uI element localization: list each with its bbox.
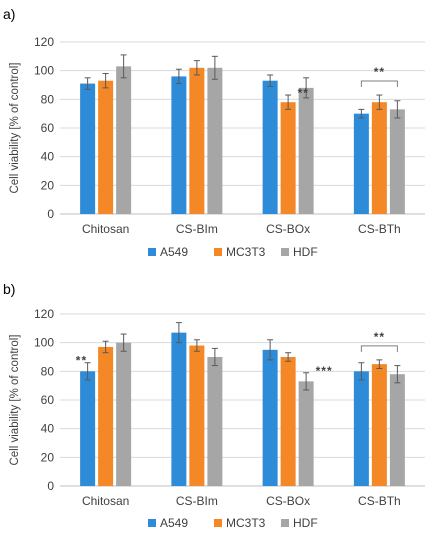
y-tick-label: 0	[47, 207, 54, 221]
bar-a549-cs-box	[262, 80, 278, 214]
x-category-label: CS-BIm	[176, 494, 218, 508]
significance-label: **	[374, 65, 385, 79]
legend-swatch-mc3t3	[214, 248, 222, 256]
y-tick-label: 80	[41, 92, 55, 106]
significance-bracket	[360, 80, 398, 88]
legend-label: A549	[160, 245, 188, 259]
y-tick-label: 100	[34, 64, 54, 78]
bar-a549-chitosan	[80, 371, 96, 486]
legend-label: MC3T3	[226, 245, 266, 259]
bar-a549-cs-box	[262, 349, 278, 486]
bar-hdf-cs-bim	[207, 357, 223, 486]
legend-label: A549	[160, 516, 188, 530]
legend-swatch-mc3t3	[214, 519, 222, 527]
y-tick-label: 60	[41, 121, 55, 135]
legend-label: HDF	[293, 516, 318, 530]
chart-panel-b: b) 0 20 40 60 80 100 120 Cell viability [% of co…	[3, 281, 425, 530]
x-category-label: CS-BTh	[358, 494, 401, 508]
y-tick-label: 40	[41, 150, 55, 164]
x-category-label: Chitosan	[82, 222, 129, 236]
bar-hdf-cs-bth	[389, 374, 405, 486]
x-category-label: CS-BIm	[176, 222, 218, 236]
legend-swatch-hdf	[281, 248, 289, 256]
significance-label: **	[76, 354, 87, 368]
y-tick-label: 120	[34, 35, 54, 49]
panel-label: a)	[3, 6, 15, 22]
significance-label: **	[298, 86, 309, 100]
bar-hdf-cs-box	[298, 381, 314, 486]
y-tick-label: 20	[41, 450, 55, 464]
legend-swatch-hdf	[281, 519, 289, 527]
significance-label: **	[374, 330, 385, 344]
x-category-label: CS-BOx	[266, 222, 310, 236]
legend-label: HDF	[293, 245, 318, 259]
x-category-label: CS-BTh	[358, 222, 401, 236]
bar-hdf-cs-bim	[207, 67, 223, 214]
legend-label: MC3T3	[226, 516, 266, 530]
panel-label: b)	[3, 281, 15, 297]
bar-mc3t3-cs-box	[280, 357, 296, 486]
significance-bracket	[360, 345, 398, 352]
y-tick-label: 40	[41, 422, 55, 436]
bar-mc3t3-chitosan	[98, 80, 114, 214]
bar-hdf-chitosan	[116, 342, 132, 486]
bar-mc3t3-cs-bim	[189, 67, 205, 214]
bar-mc3t3-chitosan	[98, 346, 114, 486]
bar-a549-cs-bth	[353, 371, 369, 486]
bar-hdf-cs-box	[298, 87, 314, 214]
bar-a549-cs-bth	[353, 113, 369, 214]
x-category-label: CS-BOx	[266, 494, 310, 508]
bar-a549-chitosan	[80, 83, 96, 214]
y-tick-label: 60	[41, 393, 55, 407]
bar-hdf-cs-bth	[389, 109, 405, 214]
y-axis-label: Cell viability [% of control]	[9, 334, 21, 465]
y-axis-label: Cell viability [% of control]	[9, 62, 21, 193]
bar-hdf-chitosan	[116, 66, 132, 214]
y-tick-label: 20	[41, 178, 55, 192]
significance-label: ***	[316, 364, 333, 378]
bar-a549-cs-bim	[171, 76, 187, 215]
y-tick-label: 0	[47, 479, 54, 493]
legend-swatch-a549	[148, 248, 156, 256]
bar-a549-cs-bim	[171, 332, 187, 486]
bar-mc3t3-cs-bth	[371, 364, 387, 486]
y-tick-label: 120	[34, 307, 54, 321]
x-category-label: Chitosan	[82, 494, 129, 508]
y-tick-label: 100	[34, 336, 54, 350]
bar-mc3t3-cs-bim	[189, 345, 205, 486]
legend-swatch-a549	[148, 519, 156, 527]
bar-mc3t3-cs-box	[280, 102, 296, 214]
chart-panel-a: a) 0 20 40 60 80 100 120 Cell viability [% of co…	[3, 6, 425, 259]
bar-mc3t3-cs-bth	[371, 102, 387, 214]
y-tick-label: 80	[41, 364, 55, 378]
